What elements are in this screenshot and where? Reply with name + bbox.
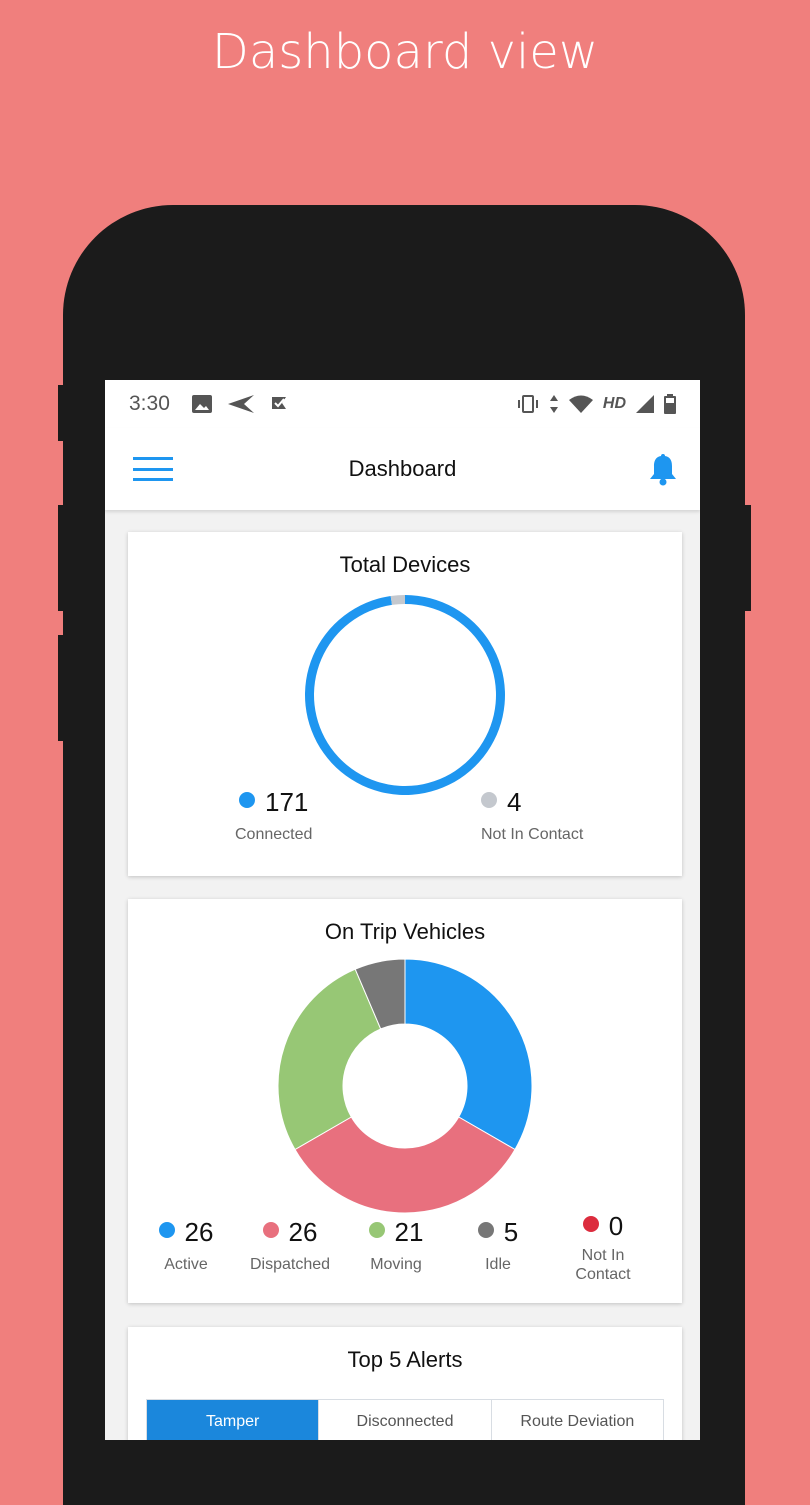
tab-route-deviation[interactable]: Route Deviation <box>490 1400 663 1440</box>
slice-moving <box>277 968 382 1151</box>
on-trip-card: On Trip Vehicles 26 Active 26 Dispatched 21 M… <box>128 899 682 1303</box>
slice-not-in-contact <box>390 595 405 605</box>
stat-not-in-contact: 0 Not In Contact <box>553 1211 653 1284</box>
hamburger-menu-icon[interactable] <box>133 457 173 481</box>
legend-dot <box>262 1222 279 1238</box>
slice-idle <box>354 958 406 1030</box>
slice-dispatched <box>294 1116 516 1214</box>
check-flag-icon <box>271 395 286 413</box>
side-button <box>58 385 64 441</box>
slice-connected <box>305 595 505 795</box>
card-title: Total Devices <box>339 552 471 577</box>
legend-dot <box>368 1222 385 1238</box>
legend-dot <box>158 1222 175 1238</box>
side-button <box>58 635 64 741</box>
stat-dispatched: 26 Dispatched <box>240 1217 340 1274</box>
app-bar: Dashboard <box>105 428 700 510</box>
stat-label: Moving <box>370 1256 422 1273</box>
stat-value: 26 <box>288 1217 318 1247</box>
stat-value: 26 <box>184 1217 214 1247</box>
send-icon <box>227 395 254 413</box>
legend-dot <box>582 1216 599 1232</box>
image-icon <box>191 395 212 413</box>
total-devices-chart <box>305 595 505 795</box>
on-trip-chart <box>277 958 533 1214</box>
side-button <box>58 505 64 611</box>
not-in-contact-label: Not In Contact <box>481 826 584 843</box>
status-bar: 3:30 HD <box>105 380 700 428</box>
total-devices-card: Total Devices 171 Connected 4 Not In Con… <box>128 532 682 876</box>
not-in-contact-count: 4 <box>507 787 522 817</box>
connected-count: 171 <box>265 787 309 817</box>
vibrate-icon <box>517 395 538 413</box>
side-button <box>744 505 751 611</box>
status-time: 3:30 <box>129 392 170 415</box>
stat-not-in-contact: 4 Not In Contact <box>481 787 583 844</box>
stat-label: Active <box>164 1256 208 1273</box>
stat-moving: 21 Moving <box>346 1217 446 1274</box>
page-caption: Dashboard view <box>211 24 599 80</box>
tab-disconnected[interactable]: Disconnected <box>318 1400 490 1440</box>
card-title: On Trip Vehicles <box>324 919 486 944</box>
wifi-icon <box>568 395 593 413</box>
stat-idle: 5 Idle <box>448 1217 548 1274</box>
connected-label: Connected <box>235 826 313 843</box>
legend-dot <box>481 792 497 808</box>
legend-dot <box>239 792 255 808</box>
alert-tabs: Tamper Disconnected Route Deviation <box>146 1399 664 1440</box>
data-arrows-icon <box>549 395 558 413</box>
stat-active: 26 Active <box>136 1217 236 1274</box>
card-title: Top 5 Alerts <box>347 1347 463 1372</box>
legend-dot <box>477 1222 494 1238</box>
stat-label: Not In Contact <box>575 1247 631 1283</box>
stat-value: 0 <box>608 1211 624 1241</box>
network-type: HD <box>602 395 626 412</box>
screen: 3:30 HD Dashboard Total Devices 171 Conn… <box>105 380 700 1440</box>
battery-icon <box>664 394 676 414</box>
stat-value: 21 <box>394 1217 424 1247</box>
bell-icon[interactable] <box>646 452 680 486</box>
signal-icon <box>636 395 654 413</box>
stat-connected: 171 Connected <box>235 787 312 844</box>
alerts-card: Top 5 Alerts Tamper Disconnected Route D… <box>128 1327 682 1440</box>
page-title: Dashboard <box>348 456 457 481</box>
slice-active <box>404 958 533 1151</box>
stat-label: Dispatched <box>249 1256 331 1273</box>
stat-label: Idle <box>485 1256 511 1273</box>
stat-value: 5 <box>503 1217 519 1247</box>
tab-tamper[interactable]: Tamper <box>147 1400 319 1440</box>
